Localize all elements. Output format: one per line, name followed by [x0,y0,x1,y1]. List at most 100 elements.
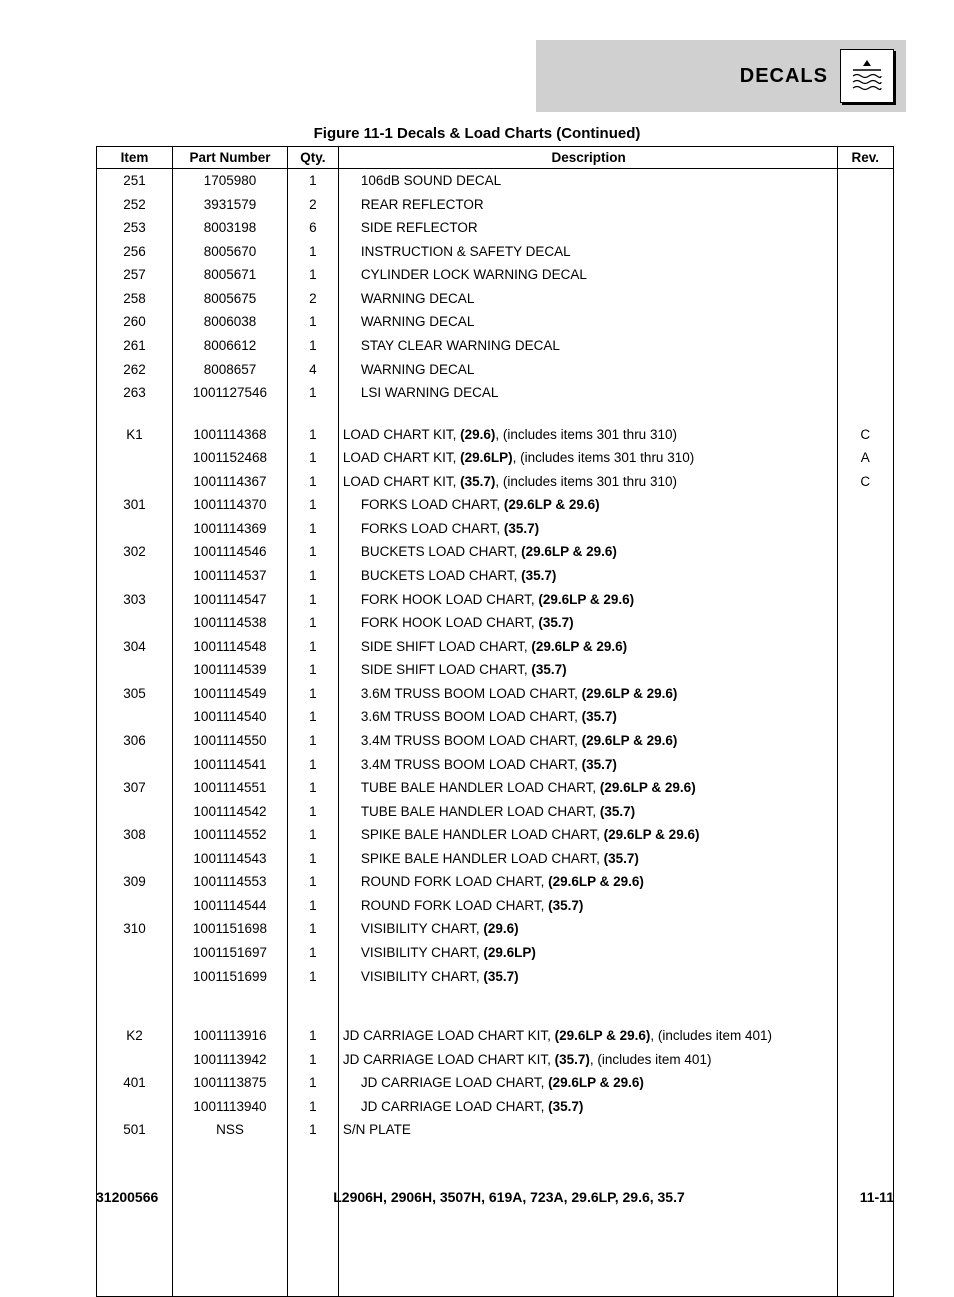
section-title: DECALS [740,65,828,88]
cell-item [97,517,173,541]
table-row: 25380031986SIDE REFLECTOR [97,216,894,240]
cell-rev [837,263,894,287]
table-row: 40110011138751JD CARRIAGE LOAD CHART, (2… [97,1071,894,1095]
cell-desc: JD CARRIAGE LOAD CHART, (35.7) [338,1095,837,1119]
cell-item: 263 [97,381,173,405]
cell-desc: LSI WARNING DECAL [338,381,837,405]
cell-rev [837,658,894,682]
cell-part: 1001114551 [173,776,288,800]
cell-desc: VISIBILITY CHART, (29.6) [338,917,837,941]
table-row [97,405,894,423]
cell-rev [837,847,894,871]
cell-part: 1001114540 [173,705,288,729]
cell-item [97,941,173,965]
cell-desc: JD CARRIAGE LOAD CHART KIT, (29.6LP & 29… [338,1024,837,1048]
table-row: 31010011516981VISIBILITY CHART, (29.6) [97,917,894,941]
table-row: 26310011275461LSI WARNING DECAL [97,381,894,405]
cell-qty: 1 [287,894,338,918]
cell-rev [837,517,894,541]
table-row: 25117059801106dB SOUND DECAL [97,169,894,193]
cell-rev [837,1118,894,1142]
cell-desc: TUBE BALE HANDLER LOAD CHART, (29.6LP & … [338,776,837,800]
cell-desc: 3.6M TRUSS BOOM LOAD CHART, (35.7) [338,705,837,729]
cell-desc: 3.6M TRUSS BOOM LOAD CHART, (29.6LP & 29… [338,682,837,706]
table-row: 501NSS1S/N PLATE [97,1118,894,1142]
cell-rev [837,1095,894,1119]
cell-desc: CYLINDER LOCK WARNING DECAL [338,263,837,287]
table-row: 10011516991VISIBILITY CHART, (35.7) [97,965,894,989]
header-bar: DECALS [536,40,906,112]
table-header-row: Item Part Number Qty. Description Rev. [97,147,894,169]
cell-part: 8005670 [173,240,288,264]
cell-desc: REAR REFLECTOR [338,193,837,217]
table-row: 10011524681LOAD CHART KIT, (29.6LP), (in… [97,446,894,470]
cell-qty: 1 [287,423,338,447]
cell-part: 1001114370 [173,493,288,517]
table-row: 26180066121STAY CLEAR WARNING DECAL [97,334,894,358]
cell-qty: 1 [287,540,338,564]
cell-rev: C [837,423,894,447]
cell-desc: JD CARRIAGE LOAD CHART KIT, (35.7), (inc… [338,1048,837,1072]
cell-part: 8005675 [173,287,288,311]
cell-part: 1001114537 [173,564,288,588]
cell-part: 1001113916 [173,1024,288,1048]
table-row: 30310011145471FORK HOOK LOAD CHART, (29.… [97,588,894,612]
table-row: 30410011145481SIDE SHIFT LOAD CHART, (29… [97,635,894,659]
cell-item [97,1095,173,1119]
cell-qty: 1 [287,1095,338,1119]
cell-item: 252 [97,193,173,217]
cell-qty: 1 [287,658,338,682]
cell-part: 1001114544 [173,894,288,918]
cell-part: 8003198 [173,216,288,240]
cell-item: 308 [97,823,173,847]
cell-qty: 1 [287,263,338,287]
cell-qty: 1 [287,776,338,800]
cell-desc: LOAD CHART KIT, (35.7), (includes items … [338,470,837,494]
cell-desc: JD CARRIAGE LOAD CHART, (29.6LP & 29.6) [338,1071,837,1095]
table-row: 30110011143701FORKS LOAD CHART, (29.6LP … [97,493,894,517]
cell-rev [837,358,894,382]
cell-part: 1001114553 [173,870,288,894]
page-footer: 31200566 L2906H, 2906H, 3507H, 619A, 723… [96,1189,894,1205]
cell-rev [837,493,894,517]
cell-rev [837,240,894,264]
cell-desc: FORKS LOAD CHART, (29.6LP & 29.6) [338,493,837,517]
cell-qty: 1 [287,847,338,871]
cell-qty: 1 [287,1024,338,1048]
cell-desc: BUCKETS LOAD CHART, (35.7) [338,564,837,588]
cell-rev [837,823,894,847]
table-row: 305100111454913.6M TRUSS BOOM LOAD CHART… [97,682,894,706]
cell-part: 1001114546 [173,540,288,564]
cell-item: 304 [97,635,173,659]
table-filler-row [97,1142,894,1297]
cell-item: 310 [97,917,173,941]
cell-qty: 1 [287,240,338,264]
cell-qty: 1 [287,493,338,517]
cell-qty: 1 [287,917,338,941]
cell-part: 1001114552 [173,823,288,847]
footer-page-number: 11-11 [860,1189,894,1205]
cell-part: 8008657 [173,358,288,382]
cell-item [97,894,173,918]
cell-rev [837,216,894,240]
cell-item: 251 [97,169,173,193]
cell-item: K1 [97,423,173,447]
cell-rev [837,917,894,941]
table-row: K210011139161JD CARRIAGE LOAD CHART KIT,… [97,1024,894,1048]
cell-desc: SPIKE BALE HANDLER LOAD CHART, (29.6LP &… [338,823,837,847]
cell-item: 262 [97,358,173,382]
cell-item: 401 [97,1071,173,1095]
cell-part: 1001114549 [173,682,288,706]
cell-item [97,1048,173,1072]
cell-qty: 2 [287,193,338,217]
cell-part: 1001114543 [173,847,288,871]
col-header-item: Item [97,147,173,169]
cell-desc: 3.4M TRUSS BOOM LOAD CHART, (29.6LP & 29… [338,729,837,753]
cell-desc: ROUND FORK LOAD CHART, (35.7) [338,894,837,918]
cell-item [97,658,173,682]
cell-qty: 1 [287,381,338,405]
cell-item: 302 [97,540,173,564]
table-row: 10011145371BUCKETS LOAD CHART, (35.7) [97,564,894,588]
page: DECALS Figure 11-1 Decals & Load Charts … [0,0,954,1235]
table-body: 25117059801106dB SOUND DECAL25239315792R… [97,169,894,1297]
